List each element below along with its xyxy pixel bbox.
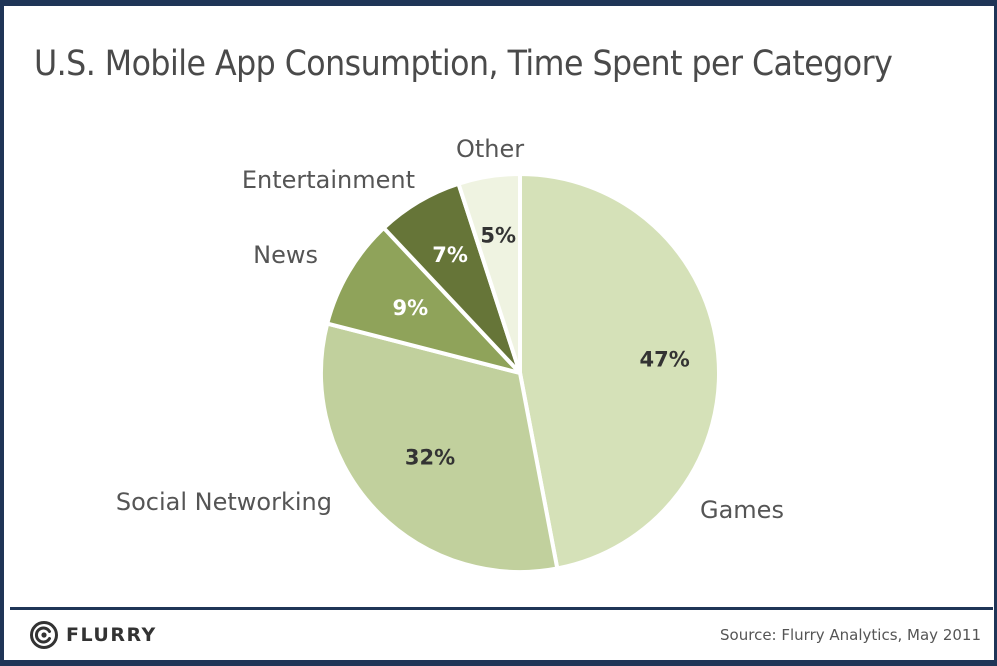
top-border <box>0 0 997 6</box>
flurry-swirl-icon <box>30 621 58 649</box>
pie-category-label-social-networking: Social Networking <box>116 488 332 516</box>
left-border <box>0 0 4 666</box>
flurry-logo: FLURRY <box>30 621 157 649</box>
pie-slice-social-networking <box>319 321 560 574</box>
pie-category-label-news: News <box>253 241 318 269</box>
footer-divider <box>10 607 993 610</box>
right-border <box>994 0 997 666</box>
pie-chart: 47% Games 32% Social Networking 9% News 7% Ente… <box>116 135 784 574</box>
pie-slice-games <box>518 172 721 571</box>
source-note: Source: Flurry Analytics, May 2011 <box>720 626 981 644</box>
pie-value-label-news: 9% <box>393 296 429 320</box>
logo-text: FLURRY <box>66 624 157 646</box>
pie-value-label-entertainment: 7% <box>432 243 468 267</box>
pie-category-label-games: Games <box>700 496 784 524</box>
pie-category-label-entertainment: Entertainment <box>242 166 415 194</box>
pie-value-label-games: 47% <box>639 347 689 371</box>
pie-value-label-other: 5% <box>480 223 516 247</box>
pie-value-label-social-networking: 32% <box>405 445 455 469</box>
chart-title: U.S. Mobile App Consumption, Time Spent … <box>34 44 893 84</box>
pie-slice-news <box>325 225 522 375</box>
pie-category-label-other: Other <box>456 135 524 163</box>
pie-slice-other <box>456 172 522 375</box>
bottom-border <box>0 660 997 666</box>
